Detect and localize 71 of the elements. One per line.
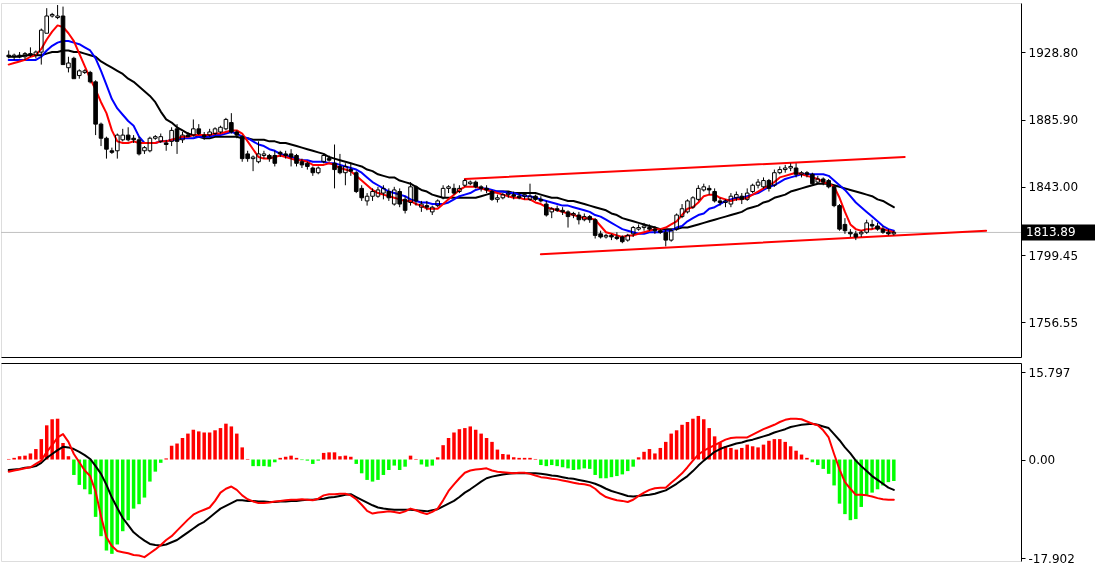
bar (463, 428, 467, 460)
bar (881, 459, 885, 486)
bar (262, 459, 266, 467)
bar (425, 459, 429, 467)
bar (843, 459, 847, 515)
bar (729, 447, 733, 460)
bar (636, 457, 641, 460)
y-tick-label: 1885.90 (1028, 113, 1079, 128)
bar (479, 433, 483, 460)
bar (376, 459, 380, 480)
bar (186, 433, 190, 460)
bar (788, 446, 793, 460)
bar (441, 445, 445, 460)
bar (566, 459, 570, 469)
bar (604, 459, 608, 479)
bar (213, 430, 217, 460)
bar (767, 440, 771, 460)
bar (511, 457, 516, 460)
y-tick-label: 0.00 (1028, 453, 1056, 468)
candlestick (163, 139, 169, 152)
bar (126, 459, 130, 521)
y-tick-label: 15.797 (1028, 365, 1071, 380)
bar (224, 423, 228, 460)
bar (631, 459, 635, 467)
bar (327, 452, 331, 460)
bar (159, 459, 163, 463)
y-tick-label: 1843.00 (1028, 180, 1079, 195)
bar (289, 455, 293, 460)
ref-line-label: 1813.89 (1026, 225, 1076, 240)
bar (110, 459, 114, 554)
bar (66, 456, 71, 460)
bar (28, 453, 33, 460)
y-tick-label: 1756.55 (1028, 315, 1079, 330)
bar (642, 451, 646, 460)
bar (501, 454, 505, 460)
bar (403, 459, 407, 467)
y-tick-label: 1928.80 (1028, 45, 1079, 60)
bar (539, 459, 543, 466)
bar (17, 456, 22, 460)
bar (332, 452, 337, 460)
bar (892, 459, 896, 482)
bar (435, 457, 440, 460)
y-tick-label: -17.902 (1028, 551, 1075, 566)
bar (23, 455, 27, 460)
bar (680, 424, 684, 460)
bar (794, 450, 798, 460)
bar (387, 459, 391, 470)
bar (577, 459, 581, 470)
bar (490, 441, 494, 460)
bar (593, 459, 597, 475)
bar (34, 449, 38, 460)
bar (452, 432, 456, 460)
bar (148, 459, 152, 482)
bar (349, 456, 353, 460)
bar (832, 459, 836, 486)
bar (321, 452, 326, 460)
bar (338, 456, 342, 460)
bar (283, 456, 288, 460)
bar (750, 446, 755, 460)
bar (175, 443, 179, 460)
bar (870, 459, 874, 493)
bar (251, 459, 255, 467)
bar (354, 459, 358, 464)
bar (555, 459, 559, 467)
bar (756, 447, 760, 460)
bar (72, 459, 76, 475)
bar (137, 459, 141, 505)
y-tick-label: 1799.45 (1028, 248, 1079, 263)
bar (365, 459, 369, 480)
bar (615, 459, 619, 477)
bar (653, 453, 657, 460)
